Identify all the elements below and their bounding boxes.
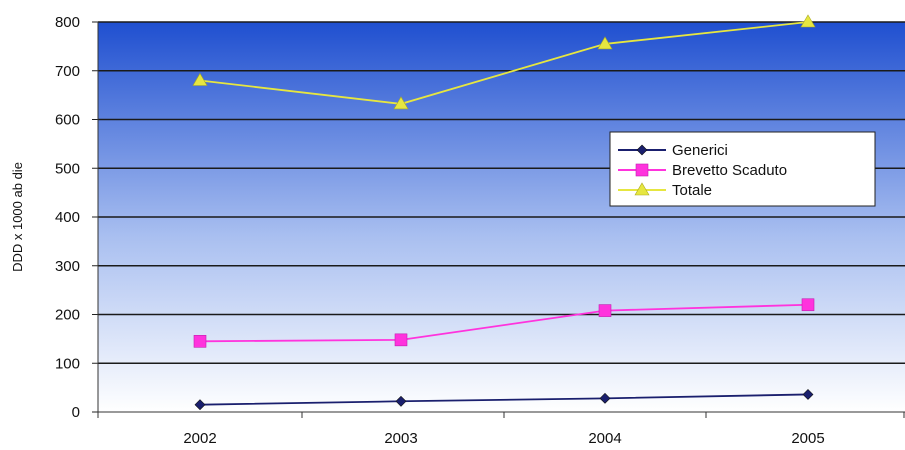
x-tick-label: 2005 bbox=[791, 430, 824, 447]
data-point-generici bbox=[194, 399, 206, 411]
data-point-generici bbox=[802, 389, 814, 400]
series-markers bbox=[192, 14, 816, 411]
y-tick-label: 400 bbox=[55, 209, 80, 226]
data-point-generici bbox=[599, 392, 611, 404]
y-tick-label: 500 bbox=[55, 160, 80, 177]
series-lines bbox=[199, 21, 809, 406]
y-tick-labels: 0 100 200 300 400 500 600 700 800 bbox=[55, 14, 80, 421]
data-point-brevetto-scaduto bbox=[598, 304, 612, 317]
series-line-totale bbox=[199, 21, 809, 105]
y-tick-label: 200 bbox=[55, 307, 80, 324]
legend-marker-totale bbox=[634, 182, 650, 196]
data-point-totale bbox=[393, 96, 409, 110]
series-line-generici bbox=[199, 393, 809, 406]
data-point-brevetto-scaduto bbox=[394, 333, 408, 347]
x-tick-label: 2004 bbox=[588, 430, 621, 447]
y-tick-label: 700 bbox=[55, 63, 80, 80]
y-tick-label: 300 bbox=[55, 258, 80, 275]
y-tick-label: 0 bbox=[72, 404, 80, 421]
y-tick-label: 100 bbox=[55, 355, 80, 372]
x-tick-labels: 2002 2003 2004 2005 bbox=[183, 430, 824, 447]
data-point-totale bbox=[800, 14, 816, 28]
data-point-totale bbox=[597, 36, 613, 50]
legend: Generici Brevetto Scaduto Totale bbox=[609, 131, 876, 207]
legend-label-brevetto-scaduto: Brevetto Scaduto bbox=[672, 162, 787, 179]
axes bbox=[97, 22, 905, 418]
legend-marker-generici bbox=[636, 144, 648, 156]
data-point-brevetto-scaduto bbox=[193, 335, 207, 348]
series-line-brevetto-scaduto bbox=[199, 303, 809, 343]
data-point-totale bbox=[192, 72, 208, 86]
legend-marker-brevetto-scaduto bbox=[635, 163, 649, 177]
y-tick-label: 800 bbox=[55, 14, 80, 31]
x-tick-label: 2003 bbox=[384, 430, 417, 447]
x-tick-label: 2002 bbox=[183, 430, 216, 447]
y-tick-label: 600 bbox=[55, 112, 80, 129]
y-axis-label: DDD x 1000 ab die bbox=[10, 162, 25, 272]
data-point-brevetto-scaduto bbox=[801, 298, 815, 312]
legend-label-generici: Generici bbox=[672, 142, 728, 159]
data-point-generici bbox=[395, 395, 407, 407]
legend-label-totale: Totale bbox=[672, 182, 712, 199]
